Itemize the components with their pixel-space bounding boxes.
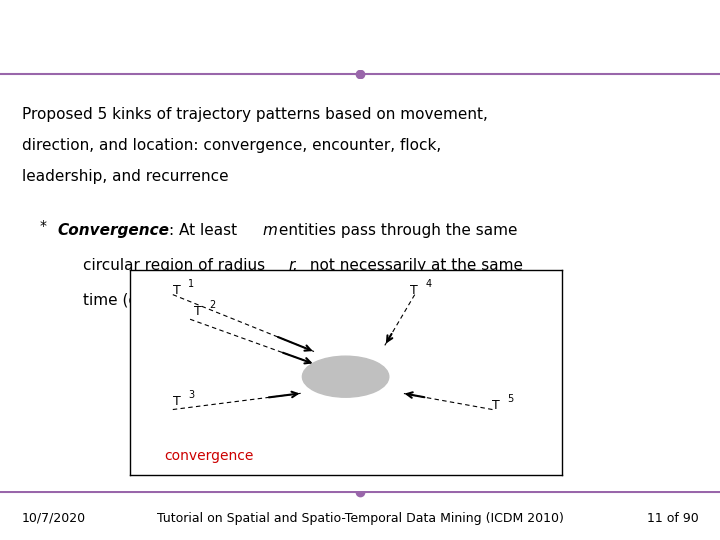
Text: convergence: convergence — [164, 449, 253, 463]
Text: T: T — [194, 305, 202, 318]
Text: Proposed 5 kinks of trajectory patterns based on movement,: Proposed 5 kinks of trajectory patterns … — [22, 107, 487, 122]
Text: 10/7/2020: 10/7/2020 — [22, 511, 86, 525]
Text: 4: 4 — [426, 279, 432, 289]
Text: not necessarily at the same: not necessarily at the same — [305, 258, 523, 273]
Text: T: T — [173, 395, 181, 408]
Text: direction, and location: convergence, encounter, flock,: direction, and location: convergence, en… — [22, 138, 441, 153]
Text: 2: 2 — [210, 300, 216, 310]
Text: T: T — [410, 284, 418, 297]
Text: circular region of radius: circular region of radius — [83, 258, 270, 273]
Text: (Laube 2004): (Laube 2004) — [425, 25, 559, 43]
Text: T: T — [173, 284, 181, 297]
Text: Tutorial on Spatial and Spatio-Temporal Data Mining (ICDM 2010): Tutorial on Spatial and Spatio-Temporal … — [156, 511, 564, 525]
Text: r,: r, — [288, 258, 298, 273]
Text: Convergence: Convergence — [58, 223, 170, 238]
Text: T: T — [492, 399, 500, 412]
Text: Relative Motion Patterns: Relative Motion Patterns — [22, 22, 371, 46]
Text: 5: 5 — [508, 394, 514, 404]
Text: entities pass through the same: entities pass through the same — [274, 223, 517, 238]
Circle shape — [302, 356, 389, 397]
Text: m: m — [263, 223, 278, 238]
Text: time (e.g. people moving to train station): time (e.g. people moving to train statio… — [83, 293, 400, 308]
Text: 1: 1 — [188, 279, 194, 289]
Text: leadership, and recurrence: leadership, and recurrence — [22, 169, 228, 184]
Text: : At least: : At least — [169, 223, 242, 238]
Text: 3: 3 — [188, 390, 194, 400]
Text: 11 of 90: 11 of 90 — [647, 511, 698, 525]
Text: *: * — [40, 219, 47, 233]
